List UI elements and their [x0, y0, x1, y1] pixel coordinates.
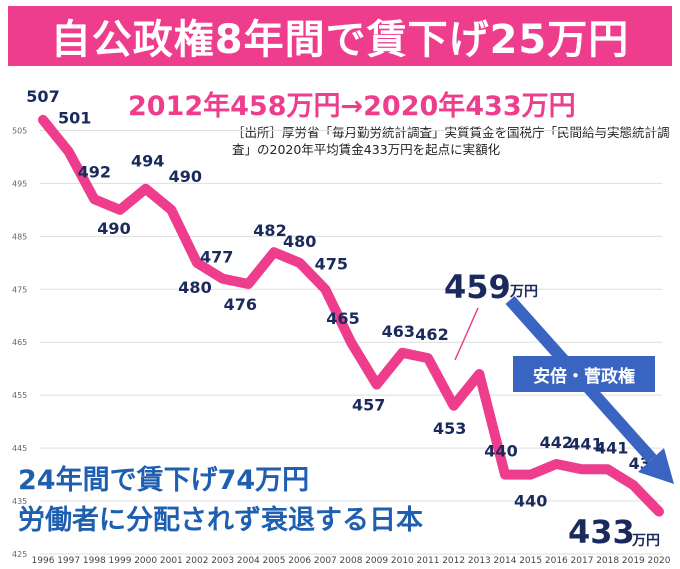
y-tick-label: 505 [12, 126, 27, 135]
data-label: 490 [97, 219, 130, 238]
x-tick-label: 2001 [160, 556, 183, 566]
annotation-433-value: 433 [568, 513, 635, 551]
x-tick-label: 2006 [288, 556, 311, 566]
x-tick-label: 2016 [545, 556, 568, 566]
x-tick-label: 2020 [648, 556, 671, 566]
x-tick-label: 2012 [442, 556, 465, 566]
data-label: 480 [283, 232, 316, 251]
x-tick-label: 1996 [32, 556, 55, 566]
data-label: 440 [514, 492, 547, 511]
data-label: 507 [26, 87, 59, 106]
data-label: 441 [569, 434, 602, 453]
x-tick-label: 2003 [211, 556, 234, 566]
x-tick-label: 2015 [519, 556, 542, 566]
data-label: 465 [326, 309, 359, 328]
data-label: 440 [484, 442, 517, 461]
x-tick-label: 2009 [365, 556, 388, 566]
data-label: 453 [433, 419, 466, 438]
data-label: 476 [224, 295, 257, 314]
y-tick-label: 425 [12, 550, 27, 559]
chart-title: 自公政権8年間で賃下げ25万円 [50, 17, 630, 63]
x-tick-label: 2013 [468, 556, 491, 566]
y-tick-label: 475 [12, 285, 27, 294]
x-tick-label: 1999 [109, 556, 132, 566]
source-note: ［出所］厚労省「毎月勤労統計調査」実質賃金を国税庁「民間給与実態統計調査」の20… [232, 125, 670, 157]
wage-series-line [38, 114, 664, 517]
summary-line-1: 24年間で賃下げ74万円 [18, 465, 310, 496]
data-label: 462 [415, 325, 448, 344]
data-label: 441 [595, 438, 628, 457]
annotation-459-value: 459 [444, 268, 511, 306]
data-label: 463 [382, 322, 415, 341]
callout-459-leader [454, 307, 479, 361]
data-label: 477 [200, 248, 233, 267]
x-tick-label: 2018 [596, 556, 619, 566]
x-tick-label: 2004 [237, 556, 260, 566]
data-label: 475 [315, 254, 348, 273]
x-tick-label: 2010 [391, 556, 414, 566]
data-label: 501 [58, 109, 91, 128]
abe-suga-badge: 安倍・菅政権 [513, 356, 655, 392]
annotation-433-unit: 万円 [631, 533, 660, 549]
x-tick-label: 2014 [494, 556, 517, 566]
y-tick-label: 435 [12, 497, 27, 506]
data-label: 492 [78, 162, 111, 181]
data-label: 482 [253, 221, 286, 240]
y-tick-label: 445 [12, 444, 27, 453]
y-tick-label: 495 [12, 179, 27, 188]
x-tick-label: 2019 [622, 556, 645, 566]
title-banner: 自公政権8年間で賃下げ25万円 [8, 6, 672, 66]
data-label: 494 [131, 152, 164, 171]
data-label: 480 [178, 278, 211, 297]
data-label: 457 [352, 396, 385, 415]
x-tick-label: 2017 [571, 556, 594, 566]
x-tick-label: 1997 [57, 556, 80, 566]
data-label: 442 [540, 433, 573, 452]
y-tick-label: 465 [12, 338, 27, 347]
trend-arrow-head [638, 448, 674, 484]
x-tick-label: 1998 [83, 556, 106, 566]
x-tick-label: 2005 [263, 556, 286, 566]
summary-line-2: 労働者に分配されず衰退する日本 [18, 505, 423, 536]
y-tick-label: 485 [12, 232, 27, 241]
data-label: 490 [169, 167, 202, 186]
x-tick-label: 2007 [314, 556, 337, 566]
x-tick-label: 2000 [134, 556, 157, 566]
annotation-459-unit: 万円 [509, 284, 538, 300]
x-tick-label: 2008 [340, 556, 363, 566]
x-tick-label: 2002 [186, 556, 209, 566]
x-tick-label: 2011 [417, 556, 440, 566]
y-tick-label: 455 [12, 391, 27, 400]
chart-subtitle: 2012年458万円→2020年433万円 [128, 91, 576, 122]
